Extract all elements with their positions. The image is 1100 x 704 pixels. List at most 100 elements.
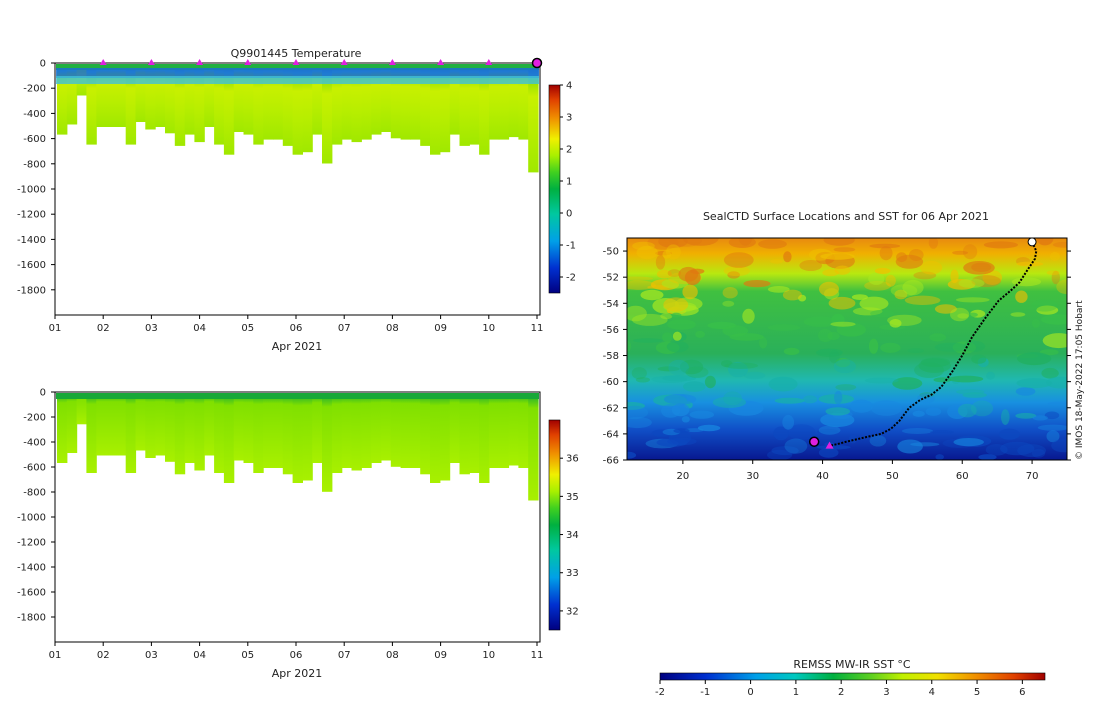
deployment-marker	[808, 436, 820, 447]
y-tick-label: -1400	[17, 563, 46, 574]
sst-patch	[947, 404, 968, 420]
map-y-tick-label: -52	[603, 273, 619, 284]
sst-patch	[668, 359, 689, 376]
sst-patch	[929, 333, 946, 342]
x-tick-label: 02	[97, 650, 110, 661]
sst-patch	[892, 377, 923, 390]
y-tick-label: -200	[23, 413, 46, 424]
sst-patch	[895, 254, 924, 269]
map-x-ticks: 20 30 40 50 60 70	[677, 460, 1039, 482]
profile-column	[194, 64, 205, 143]
sst-patch	[655, 341, 680, 354]
sst-patch	[627, 416, 652, 429]
temperature-colorbar-tick-label: 4	[566, 81, 572, 92]
map-y-tick-label: -54	[603, 299, 619, 310]
sst-patch	[834, 265, 851, 275]
y-tick-label: -600	[23, 463, 46, 474]
profile-column	[253, 393, 264, 473]
x-tick-label: 05	[241, 323, 254, 334]
sst-patch	[925, 407, 942, 416]
credit-text: © IMOS 18-May-2022 17:05 Hobart	[1075, 300, 1085, 460]
sst-patch	[722, 300, 735, 307]
salinity-colorbar	[548, 419, 561, 631]
map-y-tick-label: -60	[603, 377, 619, 388]
profile-column	[125, 64, 137, 145]
sst-patch	[679, 359, 704, 375]
sst-patch	[879, 246, 893, 261]
profile-marker	[388, 59, 396, 65]
profile-column	[439, 64, 451, 153]
profile-column	[498, 64, 510, 140]
salinity-colorbar-tick-label: 33	[566, 568, 579, 579]
sst-patch	[663, 394, 697, 405]
sst-patch	[1032, 415, 1048, 421]
sst-patch	[655, 254, 666, 270]
sst-patch	[727, 271, 740, 279]
profile-column	[430, 64, 441, 155]
profile-column	[341, 64, 353, 140]
temperature-section-data	[56, 64, 539, 173]
sst-patch	[971, 354, 987, 364]
sst-patch	[662, 250, 672, 259]
sst-patch	[833, 359, 857, 374]
profile-column	[243, 64, 254, 135]
y-tick-label: -1600	[17, 260, 46, 271]
sst-patch	[963, 244, 978, 260]
sst-patch	[912, 410, 925, 417]
sst-patch	[985, 444, 1008, 456]
profile-column	[302, 64, 313, 153]
sst-patch	[651, 429, 672, 437]
profile-column	[292, 64, 303, 155]
map-title: SealCTD Surface Locations and SST for 06…	[703, 210, 989, 223]
sst-patch	[930, 430, 954, 435]
profile-column	[155, 64, 166, 127]
x-tick-label: 07	[338, 323, 351, 334]
salinity-colorbar-tick-label: 36	[566, 454, 579, 465]
temperature-colorbar-tick-label: 0	[566, 209, 572, 220]
sst-patch	[902, 279, 924, 296]
x-tick-label: 06	[290, 650, 303, 661]
current-position-marker	[531, 57, 543, 69]
map-x-tick-label: 70	[1026, 471, 1039, 482]
temperature-colorbar	[548, 84, 561, 294]
profile-column	[518, 64, 529, 140]
profile-column	[263, 393, 274, 468]
y-tick-label: -1000	[17, 513, 46, 524]
profile-column	[351, 64, 362, 143]
sst-patch	[1031, 299, 1058, 312]
sst-patch	[835, 357, 851, 368]
profile-marker	[292, 59, 300, 65]
sst-patch	[627, 280, 656, 290]
sst-patch	[830, 321, 856, 327]
sst-patch	[952, 250, 969, 255]
sst-patch	[774, 397, 805, 404]
sst-patch	[870, 309, 895, 318]
sst-patch	[738, 238, 752, 246]
profile-column	[145, 393, 156, 458]
salinity-colorbar-tick-label: 35	[566, 492, 579, 503]
sst-patch	[890, 284, 918, 297]
sst-patch	[935, 454, 944, 460]
profile-column	[292, 393, 303, 483]
sst-patch	[1042, 333, 1067, 349]
sst-patch	[887, 314, 922, 326]
sst-patch	[803, 316, 838, 327]
sst-patch	[1010, 312, 1026, 317]
surface-cold-layer	[56, 68, 539, 78]
profile-column	[165, 393, 176, 462]
sst-patch	[743, 371, 766, 380]
sst-patch	[917, 393, 935, 404]
current-profile-marker	[825, 441, 834, 449]
sst-patch	[1051, 270, 1061, 285]
sst-patch	[1049, 251, 1060, 261]
sst-texture	[627, 238, 1067, 460]
sst-patch	[656, 438, 688, 447]
sst-patch	[657, 366, 680, 372]
sst-patch	[955, 297, 990, 303]
x-tick-label: 07	[338, 650, 351, 661]
sst-patch	[1046, 270, 1060, 276]
sst-patch	[894, 289, 908, 300]
profile-column	[488, 64, 500, 140]
sst-patch	[901, 428, 934, 434]
